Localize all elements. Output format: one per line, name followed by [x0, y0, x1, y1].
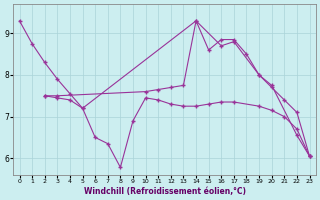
X-axis label: Windchill (Refroidissement éolien,°C): Windchill (Refroidissement éolien,°C): [84, 187, 245, 196]
